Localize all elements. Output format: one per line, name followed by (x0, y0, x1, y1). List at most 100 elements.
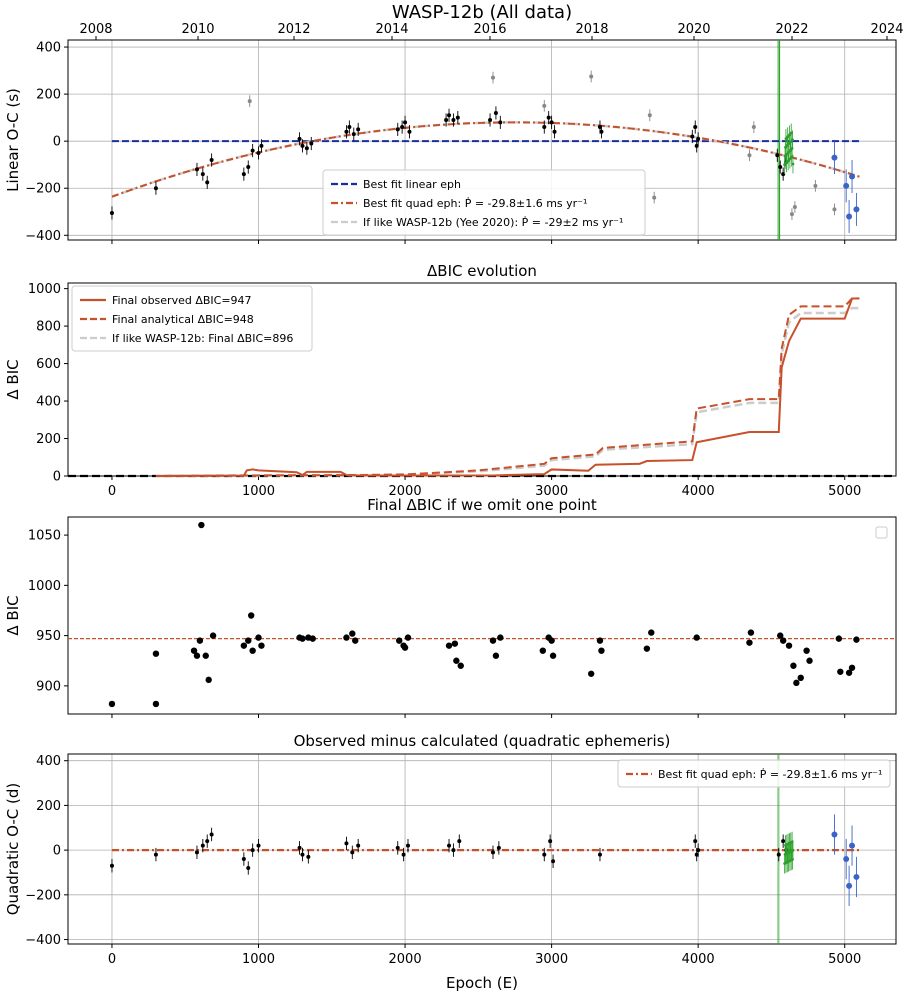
omit-point (497, 634, 504, 641)
black-point (405, 843, 410, 848)
black-point (351, 132, 356, 137)
y-tick-label: 200 (36, 432, 61, 447)
x-tick-label: 0 (108, 952, 116, 967)
panel-omit-one-point: 900 950 1000 1050 Final ΔBIC if we omit one … (4, 496, 897, 718)
omit-point (343, 634, 350, 641)
blue-point (853, 873, 860, 880)
legend-label: Best fit quad eph: Ṗ = -29.8±1.6 ms yr⁻¹ (363, 197, 587, 210)
blue-point (846, 213, 853, 220)
black-point (194, 167, 199, 172)
black-point (241, 857, 246, 862)
green-point (784, 137, 788, 140)
axes-frame (67, 753, 897, 945)
x-tick-label: 5000 (828, 484, 861, 499)
blue-point (843, 182, 850, 189)
top-tick-label: 2014 (375, 22, 408, 37)
axes-frame (67, 516, 897, 715)
y-tick-label: 600 (36, 357, 61, 372)
black-point (300, 143, 305, 148)
y-tick-label: 950 (36, 629, 61, 644)
black-point (488, 118, 493, 122)
omit-point (152, 650, 160, 657)
omit-point (202, 652, 209, 659)
black-point (356, 127, 361, 132)
chart-title: WASP-12b (All data) (392, 2, 572, 23)
gray-point (789, 212, 794, 217)
black-point (548, 839, 553, 844)
omit-point (404, 634, 412, 641)
line-analytical-bic (155, 297, 860, 477)
x-tick-label: 5000 (828, 952, 861, 967)
black-point (395, 127, 400, 132)
omit-point (451, 640, 459, 647)
black-point (407, 129, 412, 134)
y-tick-label: 400 (36, 41, 61, 56)
omit-point (209, 632, 217, 639)
black-point (309, 141, 314, 146)
omit-point (790, 662, 797, 669)
gray-point (747, 153, 752, 158)
y-tick-label: −400 (25, 933, 61, 948)
x-tick-label: 0 (108, 484, 116, 499)
y-tick-label: 0 (53, 844, 61, 859)
black-point (694, 852, 699, 857)
x-tick-label: 3000 (535, 484, 568, 499)
gray-point (751, 125, 756, 130)
highlight-band (777, 40, 780, 240)
omit-point (445, 642, 453, 649)
legend-label: Final observed ΔBIC=947 (112, 294, 252, 307)
black-point (306, 854, 311, 859)
black-point (297, 136, 302, 141)
legend-label: If like WASP-12b (Yee 2020): Ṗ = -29±2 m… (363, 216, 623, 229)
black-point (304, 146, 309, 151)
y-tick-label: 1000 (28, 282, 61, 297)
legend-box (617, 759, 891, 788)
black-point (693, 125, 698, 130)
omit-point (108, 700, 116, 708)
legend-label: Best fit quad eph: Ṗ = -29.8±1.6 ms yr⁻¹ (658, 768, 882, 781)
omit-point (785, 642, 793, 649)
gray-point (247, 99, 252, 104)
black-point (690, 134, 695, 139)
black-point (109, 210, 114, 215)
omit-point (245, 637, 252, 644)
axes-frame (67, 39, 897, 241)
omit-point (845, 669, 853, 676)
black-point (693, 839, 698, 844)
green-point (789, 131, 793, 135)
y-axis-label: Linear O-C (s) (4, 88, 22, 192)
black-point (256, 150, 261, 155)
black-point (549, 120, 554, 125)
green-point (788, 133, 791, 137)
x-tick-label: 1000 (242, 484, 275, 499)
black-point (200, 843, 205, 848)
black-point (552, 129, 557, 134)
omit-point (803, 647, 810, 654)
black-point (347, 125, 352, 130)
black-point (246, 165, 251, 170)
omit-point (797, 674, 804, 682)
omit-point (835, 635, 843, 642)
black-point (209, 158, 214, 162)
legend-label: Best fit linear eph (363, 178, 461, 191)
chart-title: Final ΔBIC if we omit one point (367, 496, 597, 514)
omit-point (596, 637, 604, 644)
black-point (297, 845, 302, 850)
omit-point (777, 632, 784, 639)
green-point (790, 147, 794, 150)
black-point (205, 180, 210, 185)
top-tick-label: 2008 (79, 22, 112, 37)
x-tick-label: 2000 (389, 484, 422, 499)
black-point (444, 118, 449, 122)
black-point (246, 866, 251, 870)
gray-point (832, 207, 837, 212)
top-tick-label: 2010 (181, 22, 214, 37)
omit-point (193, 652, 201, 659)
gray-point (792, 205, 797, 210)
x-tick-label: 4000 (682, 952, 715, 967)
y-tick-label: 900 (36, 679, 61, 694)
chart-title: ΔBIC evolution (427, 262, 537, 280)
blue-point (831, 831, 838, 838)
panel-delta-bic-evolution: 0 200 400 600 800 1000 0 1000 2000 3000 4000 5000 ΔB… (4, 262, 897, 499)
empty-legend-box (875, 526, 888, 539)
